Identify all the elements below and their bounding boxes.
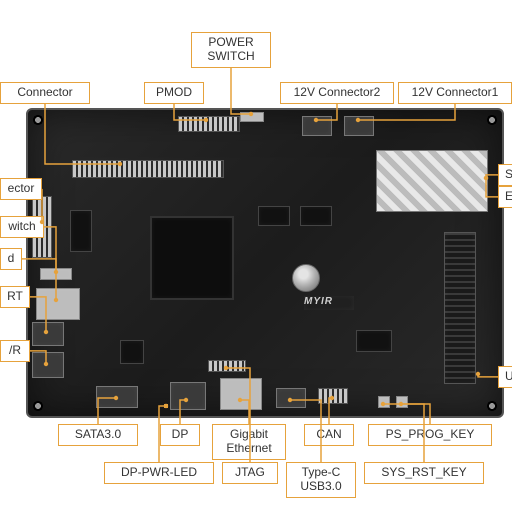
part-misc5	[70, 210, 92, 252]
label-dp: DP	[160, 424, 200, 446]
part-sd	[36, 288, 80, 320]
part-misc2	[300, 206, 332, 226]
part-dp-led	[164, 404, 168, 408]
part-dp	[170, 382, 206, 410]
part-coin	[292, 264, 320, 292]
label-pmod: PMOD	[144, 82, 204, 104]
part-logo: MYIR	[304, 296, 354, 310]
part-gige	[220, 378, 262, 410]
label-fmc2: U	[498, 366, 512, 388]
part-uart	[32, 322, 64, 346]
part-rst-key	[396, 396, 408, 408]
label-prog: PS_PROG_KEY	[368, 424, 492, 446]
label-pwr: /R	[0, 340, 30, 362]
label-rst: SYS_RST_KEY	[364, 462, 484, 484]
part-misc3	[120, 340, 144, 364]
label-uart: RT	[0, 286, 30, 308]
part-pmod-hdr	[178, 116, 240, 132]
label-lcd-conn: ector	[0, 178, 42, 200]
part-misc1	[258, 206, 290, 226]
label-sfp: SF	[498, 164, 512, 186]
label-sd: d	[0, 248, 22, 270]
part-misc4	[356, 330, 392, 352]
label-boot-sw: witch	[0, 216, 44, 238]
label-jtag: JTAG	[222, 462, 278, 484]
part-sata	[96, 386, 138, 408]
part-soc	[150, 216, 234, 300]
label-can: CAN	[304, 424, 354, 446]
part-sfp	[376, 150, 488, 212]
part-pwr-in	[32, 352, 64, 378]
label-camera-conn: Connector	[0, 82, 90, 104]
label-typec: Type-C USB3.0	[286, 462, 356, 498]
part-prog-key	[378, 396, 390, 408]
part-dc12-1	[344, 116, 374, 136]
part-camera-conn	[72, 160, 224, 178]
label-power-switch: POWER SWITCH	[191, 32, 271, 68]
part-fmc	[444, 232, 476, 384]
label-gige: Gigabit Ethernet	[212, 424, 286, 460]
label-dpled: DP-PWR-LED	[104, 462, 214, 484]
label-sfp2: E	[498, 186, 512, 208]
label-dc12-2: 12V Connector2	[280, 82, 394, 104]
label-sata: SATA3.0	[58, 424, 138, 446]
part-dc12-2	[302, 116, 332, 136]
part-typec	[276, 388, 306, 408]
label-dc12-1: 12V Connector1	[398, 82, 512, 104]
part-boot-sw	[40, 268, 72, 280]
part-pwr-sw	[240, 112, 264, 122]
part-jtag	[208, 360, 246, 372]
diagram-stage: MYIR POWER SWITCH Connector PMOD 12V Connect…	[0, 0, 512, 512]
part-can	[318, 388, 348, 404]
